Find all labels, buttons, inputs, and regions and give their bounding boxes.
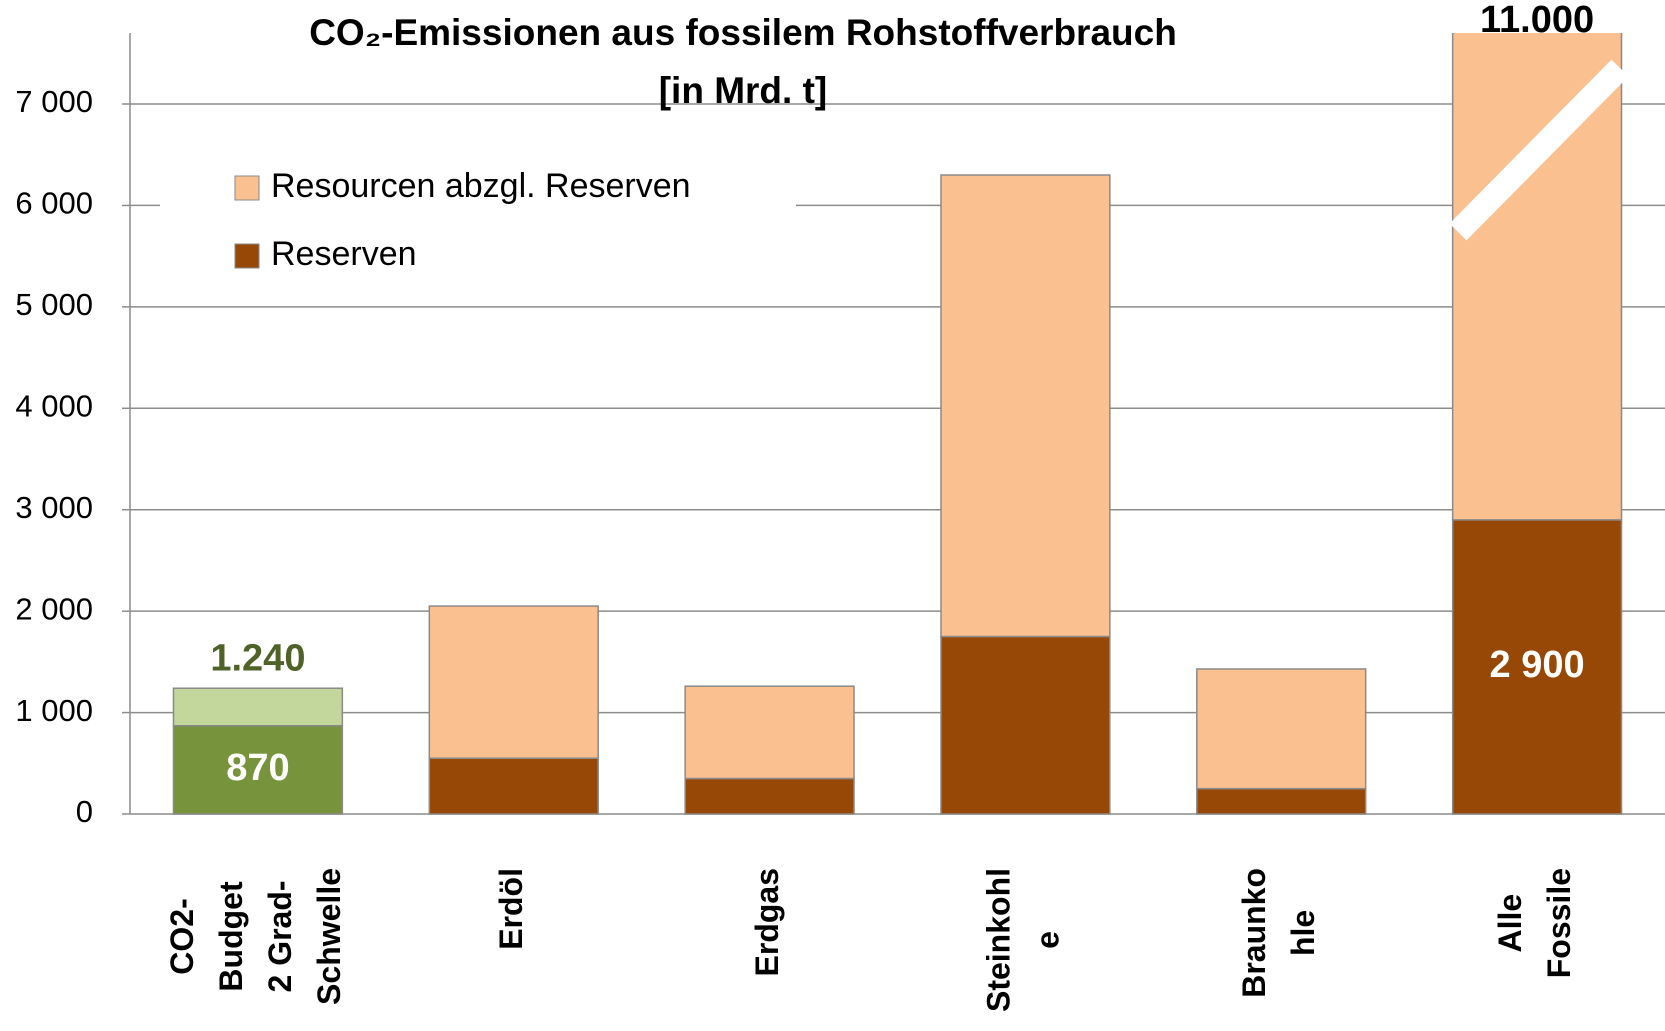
bars [172, 33, 1623, 815]
legend-swatch [234, 175, 260, 201]
overlay: 0 1 000 2 000 3 000 4 000 5 000 6 000 7 000 870 2… [15, 0, 1629, 1012]
x-tick-label: Fossile [1541, 868, 1577, 978]
bar-segment [940, 635, 1111, 815]
chart-title: CO₂-Emissionen aus fossilem Rohstoffverb… [309, 12, 1177, 53]
value-label: 870 [226, 747, 289, 789]
bar-segment [684, 685, 855, 780]
x-tick-label: Budget [213, 881, 249, 992]
value-label: 2 900 [1490, 644, 1585, 686]
bar-segment [172, 725, 344, 815]
bar-segment [684, 777, 855, 815]
x-tick-label: Alle [1492, 894, 1528, 953]
bar-segment [1196, 668, 1367, 790]
total-label: 11.000 [1480, 0, 1594, 41]
bar-segment [940, 174, 1111, 638]
x-tick-label: Braunko [1236, 868, 1272, 998]
x-tick-label: Erdgas [749, 868, 785, 976]
y-tick-label: 3 000 [15, 490, 93, 525]
chart-subtitle: [in Mrd. t] [659, 70, 828, 111]
bar-segment [1451, 33, 1623, 521]
legend-label: Reserven [271, 235, 417, 273]
legend-box [160, 168, 796, 286]
y-tick-label: 2 000 [15, 591, 93, 626]
total-label: 1.240 [210, 637, 305, 679]
y-tick-label: 0 [76, 794, 93, 829]
legend-swatch [234, 243, 260, 269]
legend-label: Resourcen abzgl. Reserven [271, 167, 691, 205]
x-tick-label: e [1029, 931, 1065, 949]
bar-segment [1451, 519, 1623, 815]
y-tick-label: 4 000 [15, 388, 93, 423]
x-tick-label: 2 Grad- [262, 880, 298, 992]
axis-break [1449, 59, 1629, 241]
bar-segment [172, 687, 344, 727]
y-tick-label: 1 000 [15, 693, 93, 728]
bar-segment [1196, 787, 1367, 815]
bar-segment [428, 605, 599, 759]
grid [122, 33, 1665, 815]
y-tick-label: 6 000 [15, 186, 93, 221]
x-tick-label: CO2- [164, 898, 200, 974]
y-tick-label: 5 000 [15, 287, 93, 322]
bar-segment [428, 757, 599, 815]
x-tick-label: Steinkohl [980, 868, 1016, 1012]
x-tick-label: hle [1285, 910, 1321, 956]
y-tick-label: 7 000 [15, 84, 93, 119]
x-tick-label: Erdöl [493, 868, 529, 950]
x-tick-label: Schwelle [311, 868, 347, 1005]
